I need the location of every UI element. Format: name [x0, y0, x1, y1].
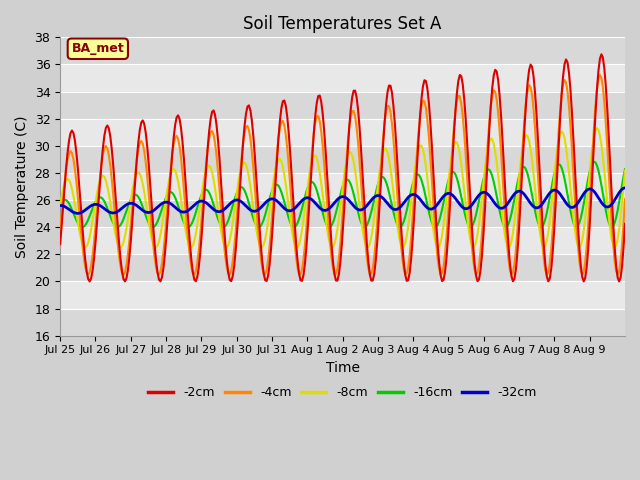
-16cm	[621, 167, 629, 172]
-2cm	[598, 51, 605, 57]
Bar	[60, 254, 625, 281]
-4cm	[596, 72, 604, 78]
-2cm	[615, 278, 623, 284]
Text: BA_met: BA_met	[72, 42, 124, 55]
-8cm	[76, 228, 83, 233]
-32cm	[95, 202, 102, 208]
-8cm	[621, 168, 629, 174]
-4cm	[459, 113, 467, 119]
-4cm	[614, 272, 621, 277]
-2cm	[621, 221, 629, 227]
-16cm	[347, 181, 355, 187]
-2cm	[459, 82, 467, 87]
-8cm	[56, 202, 64, 208]
Line: -4cm: -4cm	[60, 75, 625, 275]
-16cm	[76, 222, 83, 228]
-2cm	[620, 245, 627, 251]
-8cm	[593, 125, 601, 131]
Bar	[60, 146, 625, 173]
Line: -16cm: -16cm	[60, 162, 625, 227]
Line: -2cm: -2cm	[60, 54, 625, 281]
-4cm	[621, 196, 629, 202]
-32cm	[460, 205, 468, 211]
-4cm	[620, 221, 627, 227]
-2cm	[56, 241, 64, 247]
-8cm	[620, 184, 627, 190]
Bar	[60, 200, 625, 227]
Legend: -2cm, -4cm, -8cm, -16cm, -32cm: -2cm, -4cm, -8cm, -16cm, -32cm	[143, 381, 542, 404]
-32cm	[56, 203, 64, 208]
-32cm	[618, 186, 626, 192]
Bar	[60, 37, 625, 64]
Y-axis label: Soil Temperature (C): Soil Temperature (C)	[15, 115, 29, 258]
-32cm	[621, 185, 629, 191]
Bar	[60, 64, 625, 92]
Line: -32cm: -32cm	[60, 188, 625, 214]
-4cm	[93, 207, 101, 213]
-8cm	[347, 149, 355, 155]
-2cm	[347, 107, 355, 113]
-8cm	[93, 191, 101, 196]
-8cm	[543, 238, 550, 244]
Line: -8cm: -8cm	[60, 128, 625, 248]
-2cm	[76, 183, 83, 189]
-32cm	[77, 210, 84, 216]
-4cm	[76, 210, 83, 216]
Title: Soil Temperatures Set A: Soil Temperatures Set A	[243, 15, 442, 33]
-8cm	[459, 174, 467, 180]
Bar	[60, 309, 625, 336]
-16cm	[608, 224, 616, 230]
-32cm	[74, 211, 82, 216]
-4cm	[543, 272, 550, 277]
-8cm	[611, 245, 618, 251]
Bar	[60, 281, 625, 309]
-16cm	[620, 174, 627, 180]
-16cm	[459, 202, 467, 207]
Bar	[60, 92, 625, 119]
Bar	[60, 227, 625, 254]
-2cm	[93, 220, 101, 226]
Bar	[60, 173, 625, 200]
-32cm	[545, 192, 552, 198]
-16cm	[543, 210, 550, 216]
-4cm	[56, 227, 64, 232]
-32cm	[348, 201, 356, 207]
-16cm	[590, 159, 598, 165]
-2cm	[543, 274, 550, 279]
-4cm	[347, 114, 355, 120]
-16cm	[93, 196, 101, 202]
Bar	[60, 119, 625, 146]
X-axis label: Time: Time	[326, 361, 360, 375]
-16cm	[56, 201, 64, 207]
